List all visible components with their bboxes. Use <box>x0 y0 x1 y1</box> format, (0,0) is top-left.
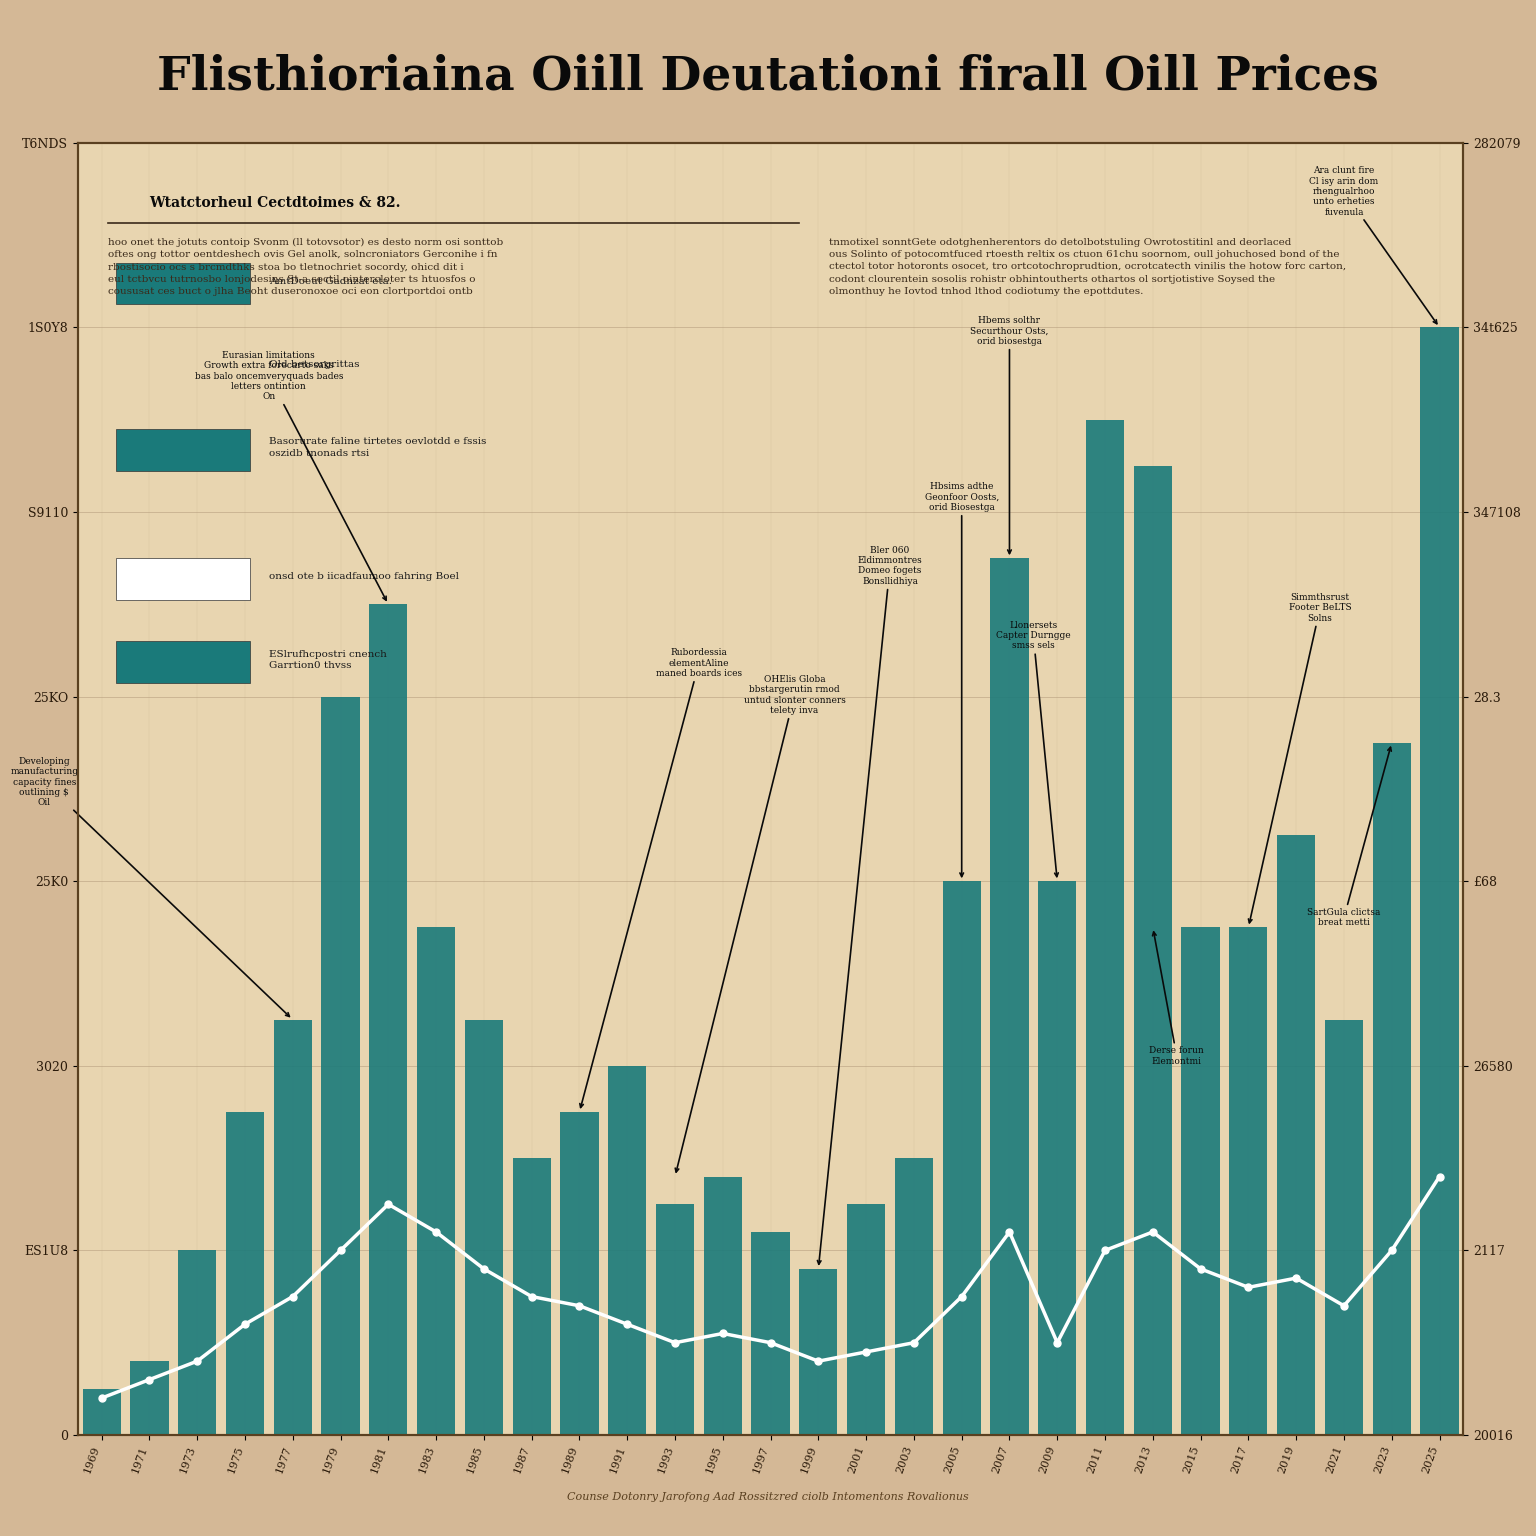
Bar <box>1181 928 1220 1435</box>
Bar <box>83 1389 121 1435</box>
Text: Bler 060
Eldimmontres
Domeo fogets
Bonsllidhiya: Bler 060 Eldimmontres Domeo fogets Bonsl… <box>817 545 923 1264</box>
Text: Llonersets
Capter Durngge
smss sels: Llonersets Capter Durngge smss sels <box>995 621 1071 877</box>
Bar <box>1373 743 1412 1435</box>
Bar <box>131 1361 169 1435</box>
Bar <box>1326 1020 1362 1435</box>
Text: Old betsorgrittas: Old betsorgrittas <box>269 359 359 369</box>
Text: Wtatctorheul Cectdtoimes & 82.: Wtatctorheul Cectdtoimes & 82. <box>149 197 401 210</box>
Text: Hbsims adthe
Geonfoor Oosts,
orid Biosestga: Hbsims adthe Geonfoor Oosts, orid Bioses… <box>925 482 998 877</box>
Bar <box>799 1269 837 1435</box>
Text: OHElis Globa
bbstargerutin rmod
untud slonter conners
telety inva: OHElis Globa bbstargerutin rmod untud sl… <box>676 674 845 1172</box>
Text: onsd ote b iicadfaumoo fahring Boel: onsd ote b iicadfaumoo fahring Boel <box>269 573 459 581</box>
FancyBboxPatch shape <box>115 641 250 684</box>
Bar <box>226 1112 264 1435</box>
Bar <box>321 697 359 1435</box>
Bar <box>943 882 982 1435</box>
Bar <box>656 1204 694 1435</box>
Bar <box>703 1177 742 1435</box>
FancyBboxPatch shape <box>115 429 250 470</box>
FancyBboxPatch shape <box>115 558 250 599</box>
Bar <box>416 928 455 1435</box>
Bar <box>751 1232 790 1435</box>
Bar <box>178 1250 217 1435</box>
Text: Basorurate faline tirtetes oevlotdd e fssis
oszidb tnonads rtsi: Basorurate faline tirtetes oevlotdd e fs… <box>269 438 487 458</box>
Text: Ara clunt fire
Cl isy arin dom
rhengualrhoo
unto erheties
fuvenula: Ara clunt fire Cl isy arin dom rhengualr… <box>1309 166 1436 324</box>
Bar <box>1421 327 1459 1435</box>
Bar <box>513 1158 551 1435</box>
Bar <box>1229 928 1267 1435</box>
Bar <box>561 1112 599 1435</box>
Bar <box>1134 465 1172 1435</box>
Text: tnmotixel sonntGete odotghenherentors do detolbotstuling Owrotostitinl and deorl: tnmotixel sonntGete odotghenherentors do… <box>829 238 1347 295</box>
Text: Eurasian limitations
Growth extra forecarto saks
bas balo oncemveryquads bades
l: Eurasian limitations Growth extra foreca… <box>195 350 386 601</box>
Text: SartGula clictsa
breat metti: SartGula clictsa breat metti <box>1307 748 1392 928</box>
Text: Hbems solthr
Securthour Osts,
orid biosestga: Hbems solthr Securthour Osts, orid biose… <box>971 316 1049 553</box>
Bar <box>846 1204 885 1435</box>
Bar <box>1038 882 1077 1435</box>
Bar <box>608 1066 647 1435</box>
Bar <box>369 604 407 1435</box>
Bar <box>991 558 1029 1435</box>
Bar <box>273 1020 312 1435</box>
Bar <box>1086 419 1124 1435</box>
Text: Derse forun
Elemontmi: Derse forun Elemontmi <box>1149 932 1204 1066</box>
Bar <box>1276 836 1315 1435</box>
Bar <box>465 1020 502 1435</box>
FancyBboxPatch shape <box>115 263 250 304</box>
Text: hoo onet the jotuts contoip Svonm (ll totovsotor) es desto norm osi sonttob
ofte: hoo onet the jotuts contoip Svonm (ll to… <box>108 238 502 296</box>
Text: AmtDoeut Gadnzat eta.: AmtDoeut Gadnzat eta. <box>269 276 392 286</box>
Text: Flisthioriaina Oiill Deutationi firall Oill Prices: Flisthioriaina Oiill Deutationi firall O… <box>157 54 1379 100</box>
Text: ESlrufhcpostri cnench
Garrtion0 thvss: ESlrufhcpostri cnench Garrtion0 thvss <box>269 650 387 670</box>
Text: Counse Dotonry Jarofong Aad Rossitzred ciolb Intomentons Rovalionus: Counse Dotonry Jarofong Aad Rossitzred c… <box>567 1491 969 1502</box>
Text: Developing
manufacturing
capacity fines
outlining $
Oil: Developing manufacturing capacity fines … <box>11 757 289 1017</box>
Text: Rubordessia
elementAline
maned boards ices: Rubordessia elementAline maned boards ic… <box>579 648 742 1107</box>
Text: Simmthsrust
Footer BeLTS
Solns: Simmthsrust Footer BeLTS Solns <box>1249 593 1352 923</box>
Bar <box>895 1158 932 1435</box>
